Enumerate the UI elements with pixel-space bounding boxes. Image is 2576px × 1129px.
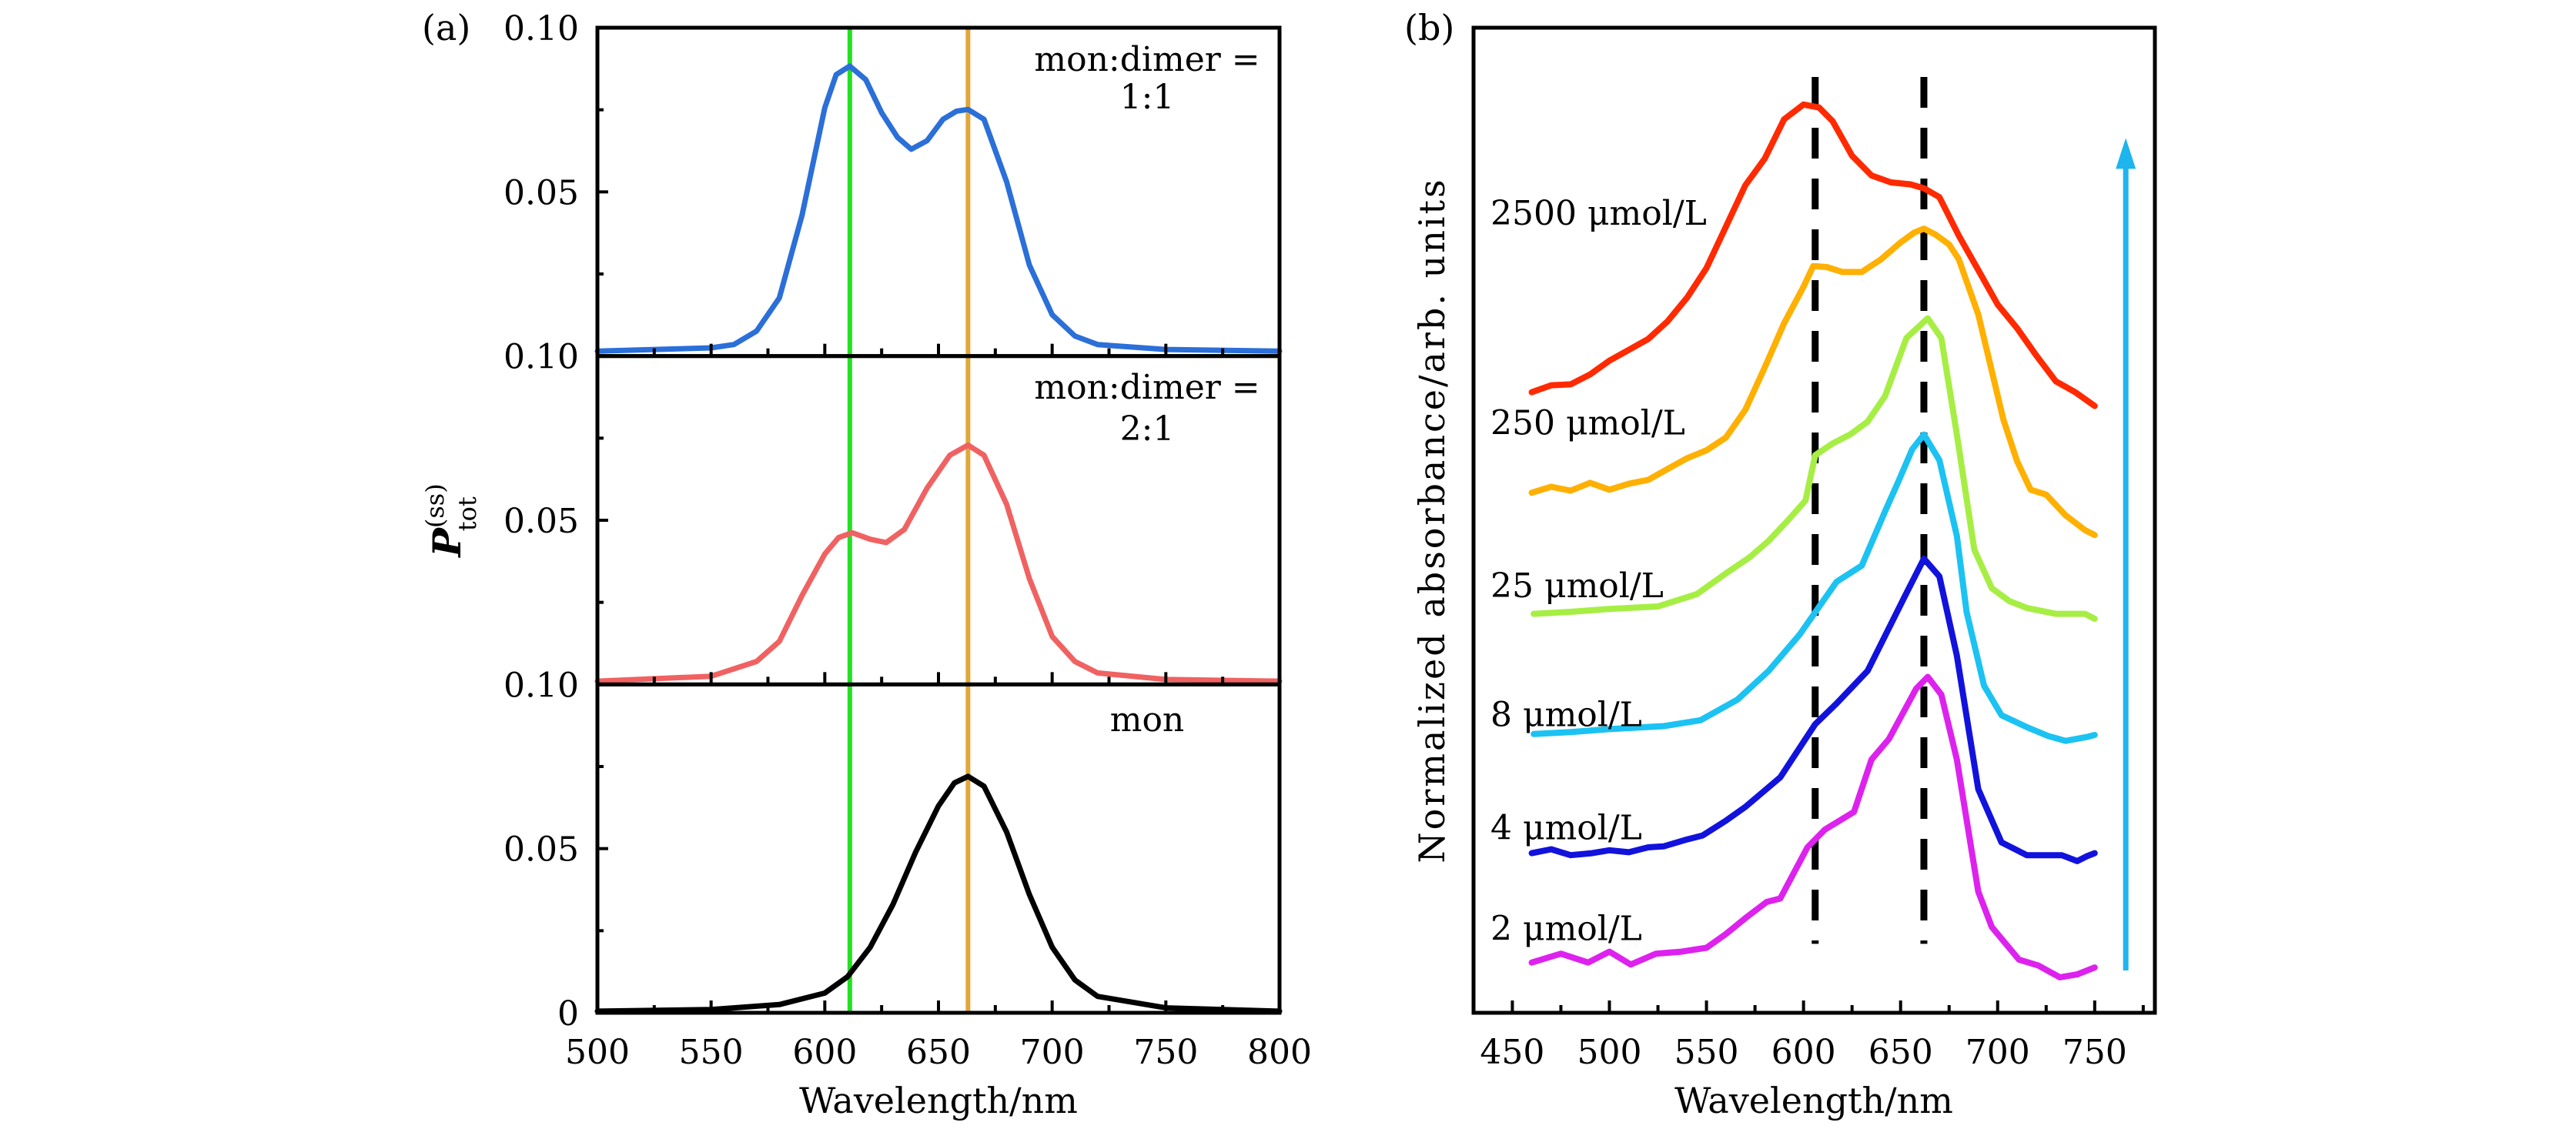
x-tick-label: 550 [1674,1033,1739,1072]
y-tick-label: 0.05 [503,502,579,541]
y-axis-title-main: P [424,527,470,559]
y-tick-label: 0.10 [503,338,579,377]
x-tick-label: 600 [1771,1033,1836,1072]
curve-label: 2 μmol/L [1490,909,1642,948]
x-tick-label: 700 [1020,1033,1085,1072]
dashed-lines [1812,77,1928,944]
plot-frame-b [1471,25,2157,1015]
reference-lines [847,28,971,1013]
x-tick-label: 600 [792,1033,857,1072]
y-axis-title-b: Normalized absorbance/arb. units [1411,177,1453,863]
curve-label: 2500 μmol/L [1490,194,1707,233]
x-tick-label: 650 [906,1033,971,1072]
series-line [1528,673,2098,980]
x-tick-label: 750 [1133,1033,1198,1072]
x-tick-labels: 450 500 550 600 650 700 750 [1480,1033,2126,1072]
x-tick-label: 700 [1965,1033,2030,1072]
curve-label: 8 μmol/L [1490,696,1642,735]
x-axis-title-b: Wavelength/nm [1674,1080,1953,1121]
panel-label-b: (b) [1404,7,1454,48]
panel-b: (b) 450 500 550 600 650 700 750 2500 μmol/L250… [1404,7,2157,1121]
curve-label: 4 μmol/L [1490,809,1642,848]
y-tick-label: 0.05 [503,830,579,870]
ticks [1510,1000,2145,1013]
y-axis-title-a: P(ss) tot [420,483,482,558]
x-tick-label: 650 [1868,1033,1933,1072]
panel-label-a: (a) [422,7,470,48]
subplot-annotation: 2:1 [1120,409,1175,449]
svg-text:P(ss)tot: P(ss) tot [420,483,482,558]
series-line [1528,555,2098,864]
concentration-arrow [2116,138,2136,970]
subplot-annotation: mon [1110,700,1185,740]
ticks [597,108,1225,1013]
x-tick-label: 500 [1577,1033,1642,1072]
y-tick-label: 0.10 [503,9,579,48]
series-line [1531,431,2098,744]
series-line [1528,101,2098,409]
series-line-subplot-2 [594,442,1283,684]
series-line [1531,315,2098,622]
y-axis-title-sup: (ss) [420,483,450,528]
x-tick-labels: 500 550 600 650 700 750 800 [565,1033,1312,1072]
y-axis-title-sub: tot [453,496,482,531]
x-tick-label: 500 [565,1033,630,1072]
x-tick-label: 450 [1480,1033,1544,1072]
subplot-annotation: 1:1 [1120,78,1175,117]
y-tick-label: 0.05 [503,173,579,212]
curve-label: 250 μmol/L [1490,404,1685,443]
x-tick-label: 550 [679,1033,744,1072]
curves [1528,101,2098,980]
subplot-annotation: mon:dimer = [1034,368,1260,407]
x-tick-label: 750 [2062,1033,2127,1072]
curves [594,63,1283,1014]
curve-labels: 2500 μmol/L 250 μmol/L 25 μmol/L 8 μmol/L 4 … [1490,194,1707,948]
x-axis-title-a: Wavelength/nm [799,1080,1078,1121]
series-line-subplot-3 [594,773,1283,1014]
y-tick-labels: 0.10 0.05 0.10 0.05 0.10 0.05 0 [503,9,579,1034]
y-tick-label: 0 [557,994,579,1034]
subplot-annotation: mon:dimer = [1034,40,1260,79]
panel-a: (a) 0.10 0.05 0.10 0.05 0.10 0.05 0 500 550 600 6… [420,7,1312,1121]
arrow-head-icon [2116,138,2136,169]
x-tick-label: 800 [1247,1033,1312,1072]
y-tick-label: 0.10 [503,666,579,705]
curve-label: 25 μmol/L [1490,566,1664,606]
series-line-subplot-1 [594,63,1283,354]
series-line [1528,225,2098,539]
